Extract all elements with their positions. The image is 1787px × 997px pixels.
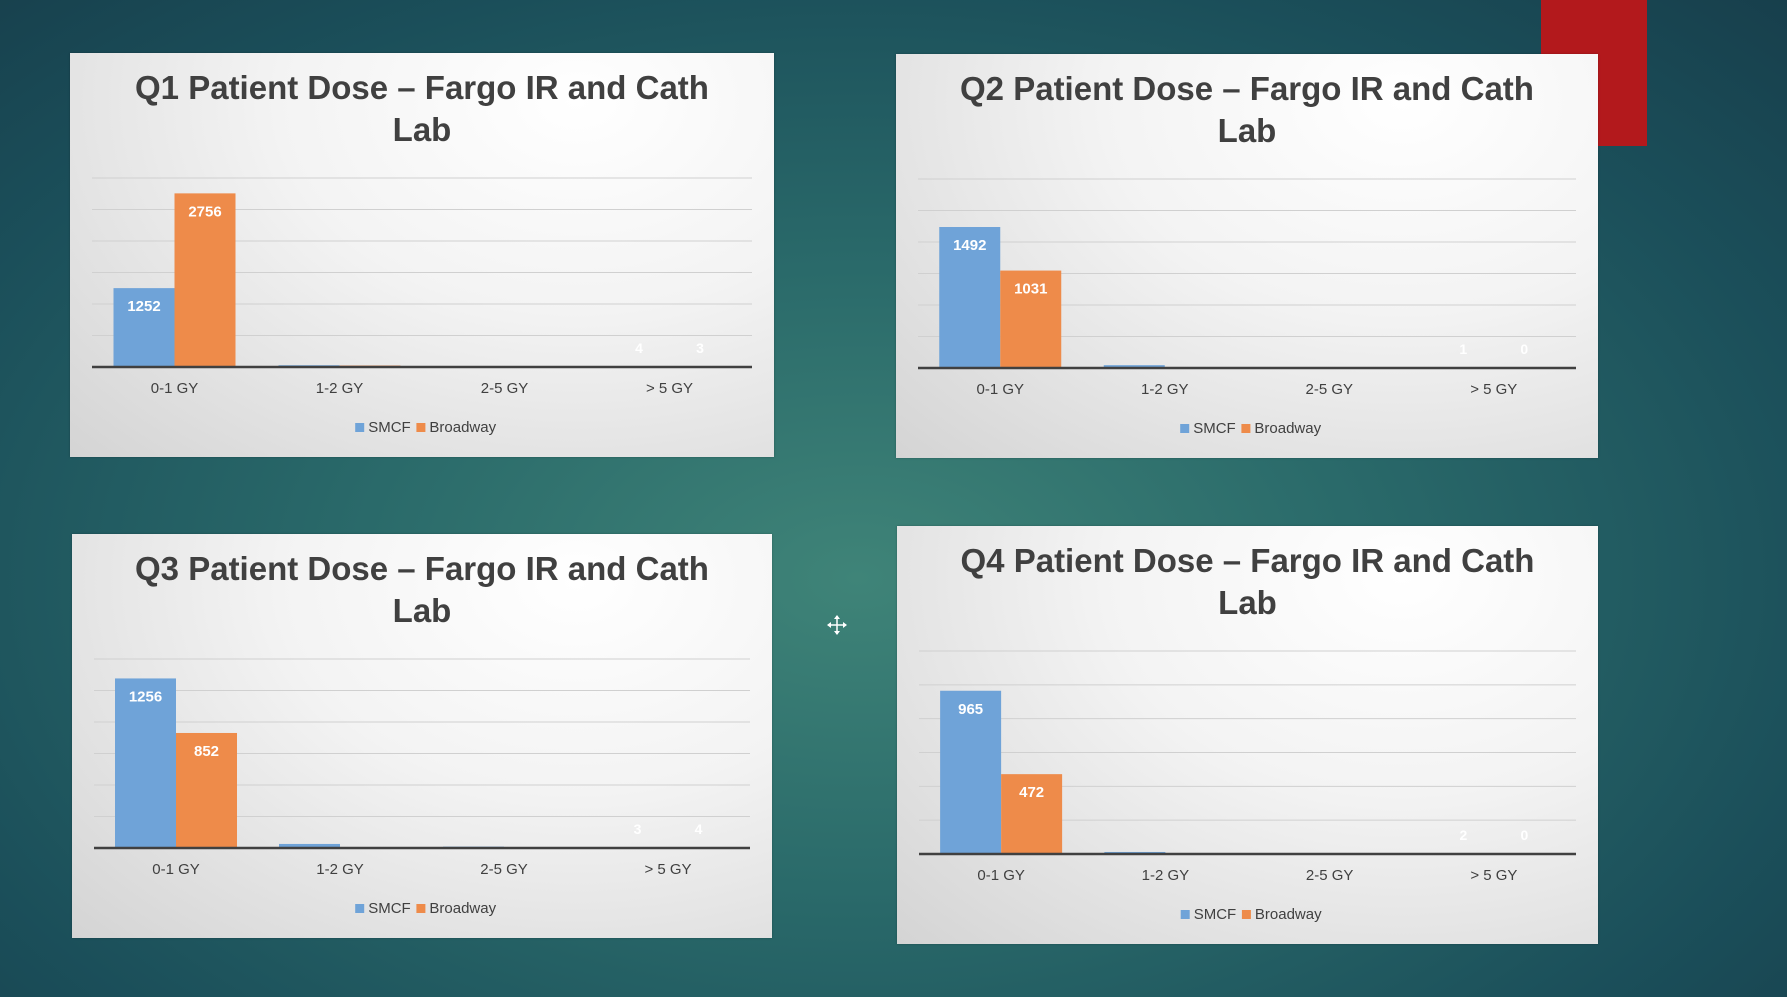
bar-broadway-0 <box>1000 270 1062 368</box>
data-label: 965 <box>958 701 983 718</box>
move-cursor-icon <box>827 615 847 635</box>
data-label: 1031 <box>1014 281 1047 298</box>
bar-smcf-1 <box>1103 365 1165 368</box>
bar-smcf-0 <box>939 227 1001 368</box>
chart-panel-q3[interactable]: Q3 Patient Dose – Fargo IR and Cath Lab 12… <box>72 534 772 938</box>
x-tick-label: 2-5 GY <box>1306 867 1354 884</box>
data-label: 472 <box>1019 784 1044 801</box>
chart-panel-q4[interactable]: Q4 Patient Dose – Fargo IR and Cath Lab 96… <box>897 526 1598 944</box>
data-label: 0 <box>1520 827 1528 843</box>
chart-q3: Q3 Patient Dose – Fargo IR and Cath Lab 12… <box>94 550 750 917</box>
legend-label-broadway: Broadway <box>1254 420 1321 437</box>
legend-swatch-smcf <box>1180 910 1190 919</box>
x-tick-label: 0-1 GY <box>152 861 200 878</box>
data-label: 852 <box>194 743 219 760</box>
data-label: 0 <box>1520 341 1528 357</box>
x-tick-label: 2-5 GY <box>481 380 529 397</box>
data-label: 4 <box>635 340 643 356</box>
legend-label-smcf: SMCF <box>368 419 411 436</box>
bar-broadway-0 <box>1001 774 1063 854</box>
x-tick-label: 0-1 GY <box>977 867 1025 884</box>
legend-swatch-broadway <box>1241 424 1251 433</box>
chart-title-line: Q3 Patient Dose – Fargo IR and Cath <box>135 550 709 587</box>
legend-swatch-smcf <box>1180 424 1190 433</box>
data-label: 3 <box>696 340 704 356</box>
x-tick-label: 1-2 GY <box>1141 381 1189 398</box>
x-tick-label: 2-5 GY <box>1305 381 1353 398</box>
x-tick-label: 2-5 GY <box>480 861 528 878</box>
bar-smcf-1 <box>279 843 340 848</box>
chart-title-line: Lab <box>393 111 452 148</box>
bar-broadway-0 <box>176 732 237 848</box>
x-tick-label: 0-1 GY <box>976 381 1024 398</box>
data-label: 1492 <box>953 237 986 254</box>
legend-swatch-broadway <box>1241 910 1251 919</box>
x-tick-label: 1-2 GY <box>316 380 364 397</box>
bar-broadway-0 <box>174 193 236 367</box>
legend-swatch-broadway <box>416 904 426 913</box>
legend-label-broadway: Broadway <box>1255 906 1322 923</box>
chart-title-line: Q4 Patient Dose – Fargo IR and Cath <box>961 542 1535 579</box>
x-tick-label: 1-2 GY <box>1142 867 1190 884</box>
legend-swatch-smcf <box>355 423 365 432</box>
bar-smcf-0 <box>115 678 176 848</box>
legend-label-smcf: SMCF <box>1193 420 1236 437</box>
x-tick-label: > 5 GY <box>644 861 691 878</box>
legend-label-smcf: SMCF <box>1194 906 1237 923</box>
x-tick-label: > 5 GY <box>1470 867 1517 884</box>
chart-q4: Q4 Patient Dose – Fargo IR and Cath Lab 96… <box>919 542 1576 923</box>
bar-smcf-0 <box>940 690 1002 854</box>
chart-panel-q2[interactable]: Q2 Patient Dose – Fargo IR and Cath Lab 14… <box>896 54 1598 458</box>
legend-label-broadway: Broadway <box>429 419 496 436</box>
x-tick-label: > 5 GY <box>1470 381 1517 398</box>
data-label: 2 <box>1459 827 1467 843</box>
chart-q1: Q1 Patient Dose – Fargo IR and Cath Lab 12… <box>92 69 752 436</box>
legend-label-broadway: Broadway <box>429 900 496 917</box>
chart-title-line: Lab <box>1218 584 1277 621</box>
bar-smcf-0 <box>113 288 175 367</box>
legend-label-smcf: SMCF <box>368 900 411 917</box>
x-tick-label: > 5 GY <box>646 380 693 397</box>
data-label: 1256 <box>129 688 162 705</box>
chart-title-line: Q1 Patient Dose – Fargo IR and Cath <box>135 69 709 106</box>
chart-panel-q1[interactable]: Q1 Patient Dose – Fargo IR and Cath Lab 12… <box>70 53 774 457</box>
data-label: 3 <box>634 821 642 837</box>
legend-swatch-smcf <box>355 904 365 913</box>
chart-title-line: Lab <box>1218 112 1277 149</box>
data-label: 4 <box>695 821 703 837</box>
legend-swatch-broadway <box>416 423 426 432</box>
chart-title-line: Q2 Patient Dose – Fargo IR and Cath <box>960 70 1534 107</box>
data-label: 2756 <box>188 203 221 220</box>
x-tick-label: 0-1 GY <box>151 380 199 397</box>
chart-title-line: Lab <box>393 592 452 629</box>
chart-q2: Q2 Patient Dose – Fargo IR and Cath Lab 14… <box>918 70 1576 437</box>
data-label: 1 <box>1459 341 1467 357</box>
x-tick-label: 1-2 GY <box>316 861 364 878</box>
data-label: 1252 <box>127 298 160 315</box>
